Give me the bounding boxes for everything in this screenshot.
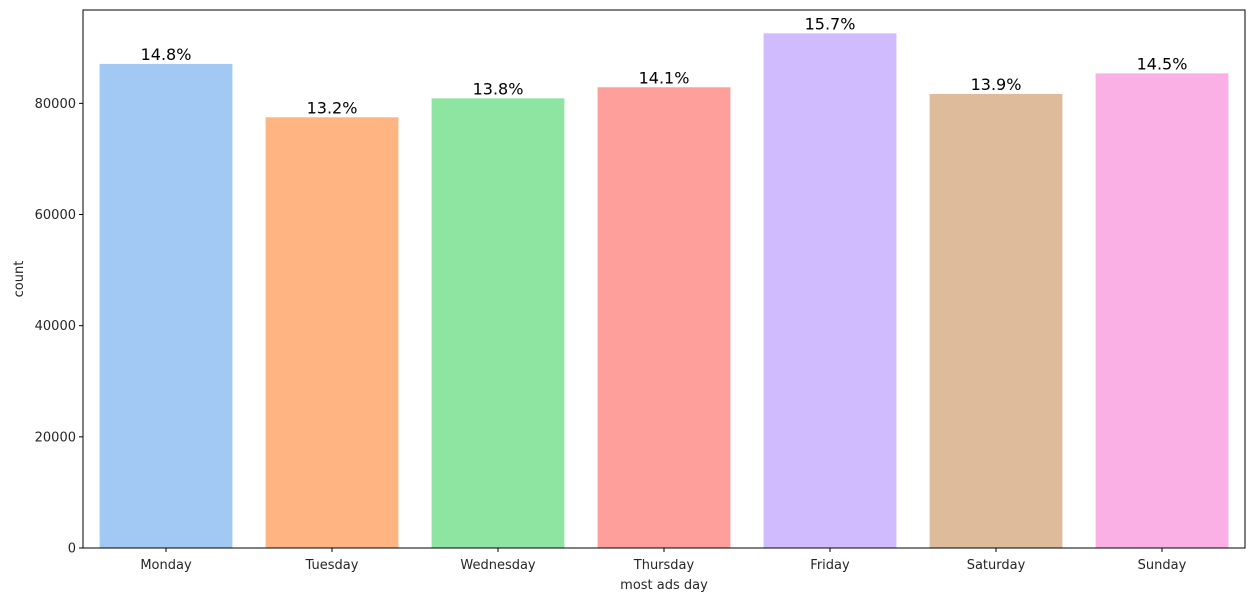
x-tick-label-monday: Monday xyxy=(140,558,192,573)
y-tick-label-80000: 80000 xyxy=(35,97,76,112)
data-labels-group: 14.8% 13.2% 13.8% 14.1% 15.7% 13.9% 14.5% xyxy=(141,14,1188,117)
y-tick-label-20000: 20000 xyxy=(35,430,76,445)
x-tick-label-thursday: Thursday xyxy=(633,558,695,573)
plot-frame xyxy=(82,9,1246,549)
x-axis-label: most ads day xyxy=(620,578,708,593)
bar-wednesday xyxy=(431,98,565,548)
y-tick-label-0: 0 xyxy=(68,542,76,557)
data-label-friday: 15.7% xyxy=(805,14,856,33)
y-tick-label-60000: 60000 xyxy=(35,208,76,223)
data-label-sunday: 14.5% xyxy=(1137,54,1188,73)
bar-tuesday xyxy=(265,117,399,548)
data-label-monday: 14.8% xyxy=(141,45,192,64)
x-tick-label-friday: Friday xyxy=(810,558,850,573)
data-label-saturday: 13.9% xyxy=(971,75,1022,94)
x-tick-label-wednesday: Wednesday xyxy=(460,558,536,573)
x-axis: Monday Tuesday Wednesday Thursday Friday Satu… xyxy=(140,548,1187,573)
bars-group xyxy=(99,33,1229,549)
y-axis-label: count xyxy=(12,261,27,298)
y-axis: 0 20000 40000 60000 80000 xyxy=(35,97,83,557)
data-label-wednesday: 13.8% xyxy=(473,79,524,98)
data-label-tuesday: 13.2% xyxy=(307,98,358,117)
x-tick-label-sunday: Sunday xyxy=(1138,558,1187,573)
bar-friday xyxy=(763,33,897,549)
x-tick-label-tuesday: Tuesday xyxy=(305,558,359,573)
x-tick-label-saturday: Saturday xyxy=(967,558,1026,573)
data-label-thursday: 14.1% xyxy=(639,68,690,87)
bar-sunday xyxy=(1095,73,1229,549)
bar-monday xyxy=(99,63,233,548)
bar-thursday xyxy=(597,87,731,548)
bar-saturday xyxy=(929,93,1063,548)
y-tick-label-40000: 40000 xyxy=(35,319,76,334)
